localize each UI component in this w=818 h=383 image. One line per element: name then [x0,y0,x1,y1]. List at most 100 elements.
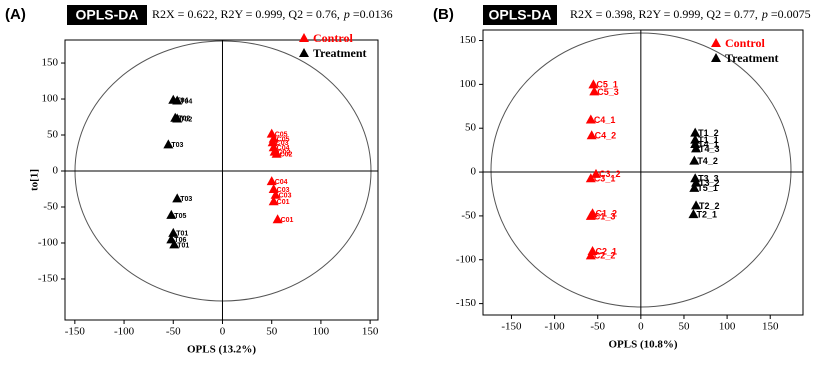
point-label: C5_3 [597,87,619,97]
legend-label: Control [313,31,353,45]
point-label: T03 [171,142,183,149]
point-label: T3_2 [699,178,720,188]
chart-title: OPLS-DA [76,7,139,23]
marker [586,130,597,140]
point-label: T2_1 [696,210,717,220]
point-label: T3_3 [698,174,719,184]
y-tick-label: 100 [42,93,59,105]
point-label: C3_1 [594,174,616,184]
marker [267,137,278,147]
point-label: C4_1 [594,115,616,125]
stats-text: R2X = 0.398, R2Y = 0.999, Q2 = 0.77, [570,7,758,21]
point-label: C2_2 [594,251,616,261]
legend-label: Control [725,36,765,50]
marker [688,209,699,219]
plot-frame [64,39,379,321]
marker [166,209,177,219]
marker [588,79,599,89]
marker [268,196,279,206]
legend-marker [711,38,721,47]
point-label: T03 [180,196,192,203]
x-tick-label: -50 [590,321,605,333]
marker [689,182,700,192]
point-label: T05 [174,213,186,220]
point-label: T1_2 [698,128,719,138]
point-label: C05 [275,131,288,138]
y-tick-label: 100 [460,78,477,90]
marker [268,142,279,152]
y-tick-label: -50 [461,209,476,221]
marker [172,193,183,203]
point-label: T4_2 [697,156,718,166]
point-label: C5_1 [596,80,618,90]
point-label: C02 [278,149,291,156]
point-label: T4_1 [698,139,719,149]
x-tick-label: 50 [266,326,278,338]
x-axis-label: OPLS (13.2%) [187,344,256,356]
x-tick-label: -150 [501,321,522,333]
y-tick-label: 150 [42,57,59,69]
x-tick-label: 100 [719,321,736,333]
point-label: C02 [280,152,293,159]
marker [272,214,283,224]
x-tick-label: -100 [114,326,135,338]
x-axis-label: OPLS (10.8%) [608,339,677,351]
point-label: T06 [174,237,186,244]
point-label: T02 [178,116,190,123]
chart-title: OPLS-DA [489,7,552,23]
marker [585,210,596,220]
y-tick-label: 50 [47,129,59,141]
legend-marker [711,53,721,62]
y-axis-label: to[1] [29,169,41,191]
stats: R2X = 0.622, R2Y = 0.999, Q2 = 0.76, p =0.… [152,7,393,21]
point-label: C03 [276,140,289,147]
marker [689,155,700,165]
point-label: C2_1 [596,246,618,256]
p-value: =0.0075 [771,7,811,21]
point-label: C04 [275,179,288,186]
y-tick-label: 50 [465,122,477,134]
point-label: T02 [180,116,192,123]
x-tick-label: 100 [313,326,330,338]
marker [585,114,596,124]
marker [690,173,701,183]
point-label: C3_2 [599,169,621,179]
x-tick-label: 50 [678,321,690,333]
marker [270,189,281,199]
point-label: C04 [277,145,290,152]
marker [163,139,174,149]
point-label: C01 [281,217,294,224]
y-tick-label: -100 [38,237,59,249]
marker [690,127,701,137]
x-tick-label: -50 [166,326,181,338]
x-tick-label: 0 [220,326,226,338]
y-tick-label: -150 [456,297,477,309]
marker [168,227,179,237]
point-label: C1_3 [594,211,616,221]
point-label: T01 [177,242,189,249]
stats-text: R2X = 0.622, R2Y = 0.999, Q2 = 0.76, [152,7,340,21]
legend-marker [299,48,309,57]
point-label: C1_2 [596,209,618,219]
x-tick-label: -100 [545,321,566,333]
y-tick-label: 0 [53,165,59,177]
x-tick-label: 150 [762,321,779,333]
point-label: T4_3 [699,144,720,154]
legend-label: Treatment [725,51,779,65]
x-tick-label: -150 [65,326,86,338]
marker [271,148,282,158]
point-label: C01 [277,199,290,206]
y-tick-label: 0 [471,166,477,178]
marker [172,95,183,105]
marker [169,239,180,249]
y-tick-label: -150 [38,273,59,285]
marker [691,143,702,153]
marker [690,139,701,148]
marker [691,200,702,210]
point-label: C03 [279,193,292,200]
point-label: C05 [277,136,290,143]
marker [585,173,596,183]
stats: R2X = 0.398, R2Y = 0.999, Q2 = 0.77, p =0.… [570,7,811,21]
